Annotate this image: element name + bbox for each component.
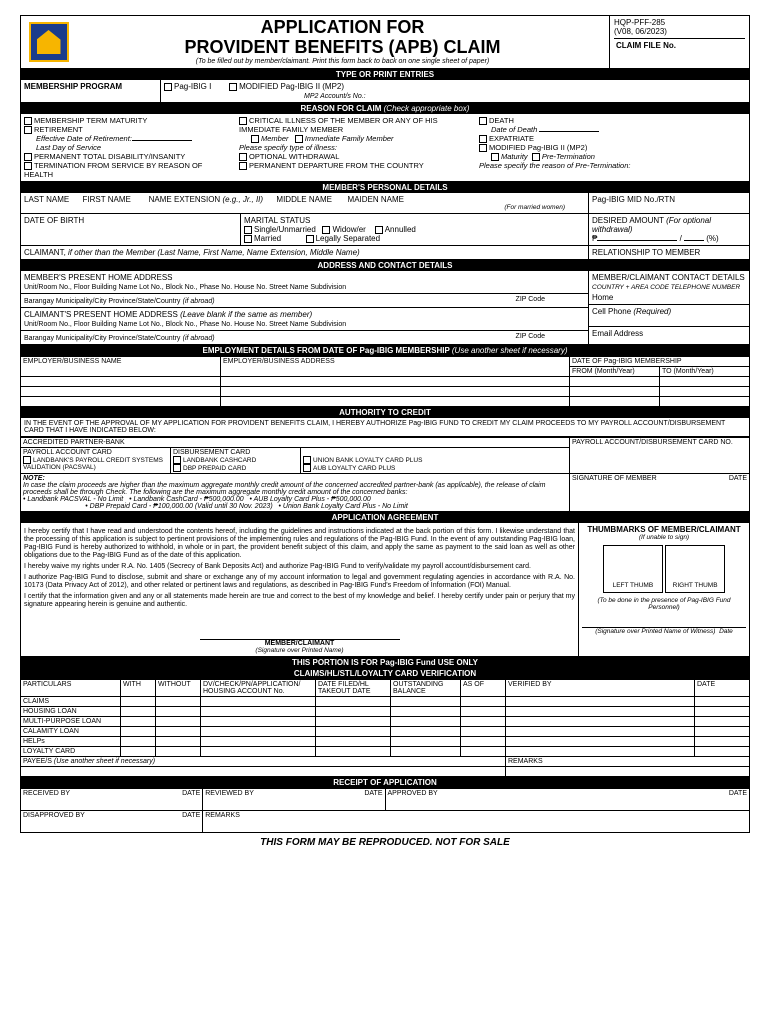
cb-member[interactable] [251, 135, 259, 143]
verif-table: PARTICULARS WITH WITHOUT DV/CHECK/PN/APP… [20, 679, 750, 777]
claim-file-box[interactable]: CLAIM FILE No. [614, 38, 745, 66]
left-thumb[interactable]: LEFT THUMB [603, 545, 663, 593]
claimant-row: CLAIMANT, if other than the Member (Last… [20, 246, 750, 260]
employment-table: EMPLOYER/BUSINESS NAME EMPLOYER/BUSINESS… [20, 356, 750, 407]
reason-header: REASON FOR CLAIM (Check appropriate box) [20, 103, 750, 114]
receipt-table: RECEIVED BYDATE REVIEWED BYDATE APPROVED… [20, 788, 750, 833]
mid-field[interactable]: Pag-IBIG MID No./RTN [589, 193, 749, 213]
reason-grid: MEMBERSHIP TERM MATURITY RETIREMENT Effe… [20, 114, 750, 182]
addr-block: MEMBER'S PRESENT HOME ADDRESS Unit/Room … [20, 271, 750, 345]
reason-col1: MEMBERSHIP TERM MATURITY RETIREMENT Effe… [21, 114, 236, 181]
membership-opts: Pag-IBIG I MODIFIED Pag-IBIG II (MP2) MP… [161, 80, 749, 102]
pagibig-logo [29, 22, 69, 62]
cb-expatriate[interactable] [479, 135, 487, 143]
cb-departure[interactable] [239, 162, 247, 170]
agreement-body: I hereby certify that I have read and un… [20, 523, 750, 657]
fund-use-header: THIS PORTION IS FOR Pag-IBIG Fund USE ON… [20, 657, 750, 668]
cb-family[interactable] [295, 135, 303, 143]
cb-retirement[interactable] [24, 126, 32, 134]
employment-header: EMPLOYMENT DETAILS FROM DATE OF Pag-IBIG… [20, 345, 750, 356]
address-header: ADDRESS AND CONTACT DETAILS [20, 260, 750, 271]
cb-preterm[interactable] [532, 153, 540, 161]
cb-termination[interactable] [24, 162, 32, 170]
form-id: HQP-PFF-285 [614, 18, 745, 27]
authority-header: AUTHORITY TO CREDIT [20, 407, 750, 418]
checkbox-mp2[interactable] [229, 83, 237, 91]
desired-field[interactable]: DESIRED AMOUNT (For optional withdrawal)… [589, 214, 749, 245]
reason-col3: DEATH Date of Death EXPATRIATE MODIFIED … [476, 114, 749, 181]
cb-mat[interactable] [491, 153, 499, 161]
title-cell: APPLICATION FOR PROVIDENT BENEFITS (APB)… [76, 16, 609, 68]
type-print-header: TYPE OR PRINT ENTRIES [20, 69, 750, 80]
checkbox-pagibig1[interactable] [164, 83, 172, 91]
cb-maturity[interactable] [24, 117, 32, 125]
form-page: APPLICATION FOR PROVIDENT BENEFITS (APB)… [0, 0, 770, 863]
form-id-cell: HQP-PFF-285 (V08, 06/2023) CLAIM FILE No… [609, 16, 749, 68]
cb-mp2-reason[interactable] [479, 144, 487, 152]
receipt-header: RECEIPT OF APPLICATION [20, 777, 750, 788]
cb-critical[interactable] [239, 117, 247, 125]
authority-text-row: IN THE EVENT OF THE APPROVAL OF MY APPLI… [20, 418, 750, 437]
header-row: APPLICATION FOR PROVIDENT BENEFITS (APB)… [20, 15, 750, 69]
title-line2: PROVIDENT BENEFITS (APB) CLAIM [80, 38, 605, 58]
dob-field[interactable]: DATE OF BIRTH [21, 214, 241, 245]
verif-header: CLAIMS/HL/STL/LOYALTY CARD VERIFICATION [20, 668, 750, 679]
opt-mp2: MODIFIED Pag-IBIG II (MP2) [239, 82, 344, 91]
reason-col2: CRITICAL ILLNESS OF THE MEMBER OR ANY OF… [236, 114, 476, 181]
membership-row: MEMBERSHIP PROGRAM Pag-IBIG I MODIFIED P… [20, 80, 750, 103]
bank-table: ACCREDITED PARTNER-BANK PAYROLL ACCOUNT/… [20, 437, 750, 512]
mp2-label: MP2 Account/s No.: [304, 93, 366, 100]
marital-field: MARITAL STATUS Single/Unmarried Widow/er… [241, 214, 589, 245]
name-row: LAST NAME FIRST NAME NAME EXTENSION (e.g… [20, 193, 750, 214]
opt-pagibig1: Pag-IBIG I [174, 82, 211, 91]
cb-optional[interactable] [239, 153, 247, 161]
title-line1: APPLICATION FOR [80, 18, 605, 38]
cb-disability[interactable] [24, 153, 32, 161]
dob-row: DATE OF BIRTH MARITAL STATUS Single/Unma… [20, 214, 750, 246]
footer: THIS FORM MAY BE REPRODUCED. NOT FOR SAL… [20, 837, 750, 848]
form-version: (V08, 06/2023) [614, 27, 745, 36]
personal-header: MEMBER'S PERSONAL DETAILS [20, 182, 750, 193]
agreement-header: APPLICATION AGREEMENT [20, 512, 750, 523]
membership-label: MEMBERSHIP PROGRAM [21, 80, 161, 102]
cb-death[interactable] [479, 117, 487, 125]
title-subtitle: (To be filled out by member/claimant. Pr… [80, 58, 605, 65]
right-thumb[interactable]: RIGHT THUMB [665, 545, 725, 593]
logo-cell [21, 16, 76, 68]
